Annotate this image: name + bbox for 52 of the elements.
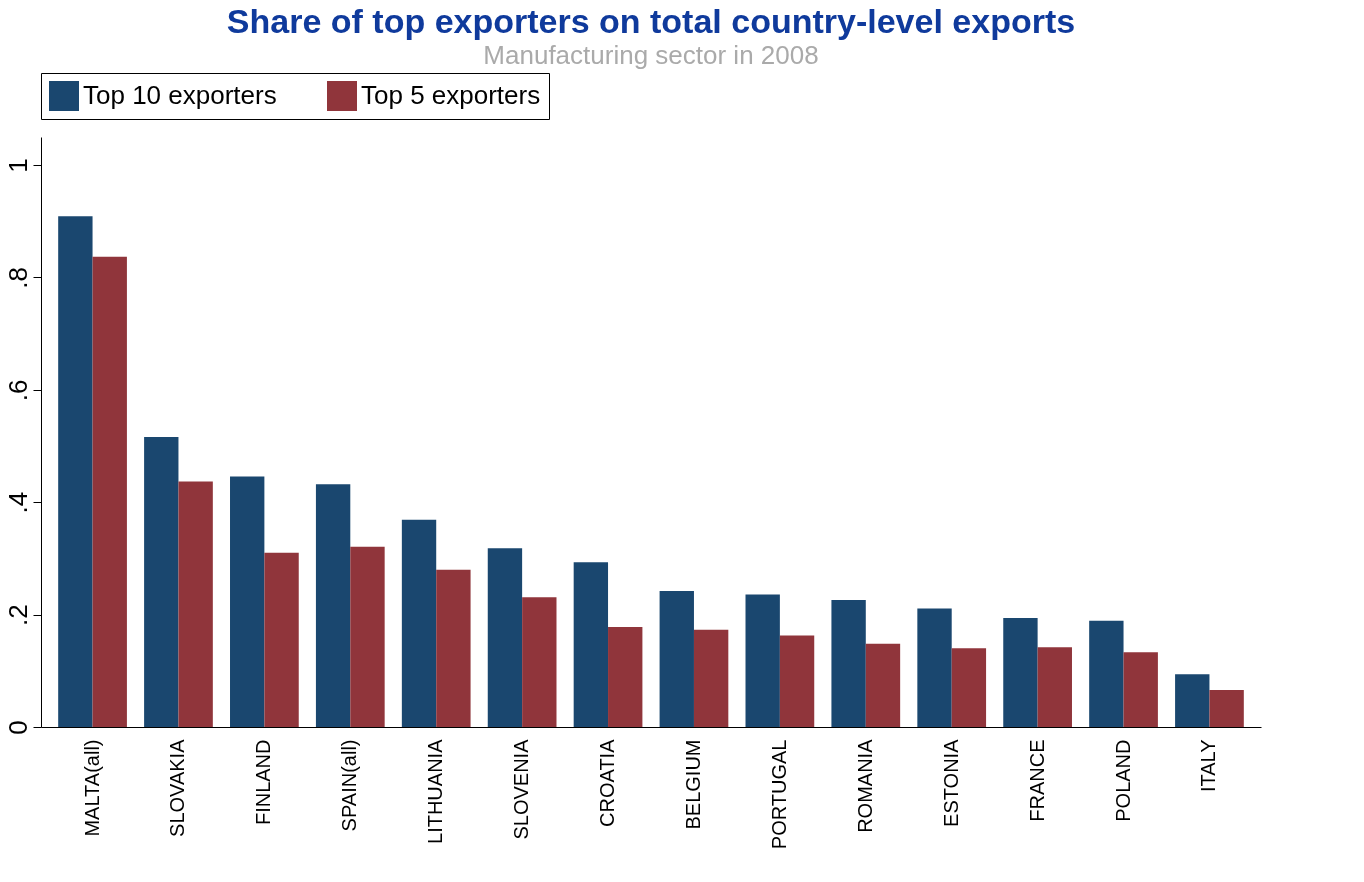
bar	[659, 591, 694, 727]
bar	[436, 569, 471, 727]
bar	[608, 626, 643, 727]
bar	[1209, 689, 1244, 727]
y-tick-label: .6	[2, 379, 33, 402]
bar	[917, 608, 952, 727]
bar	[779, 635, 815, 727]
bar	[573, 562, 609, 727]
bar	[522, 597, 557, 727]
x-tick-label: MALTA(all)	[80, 739, 103, 837]
chart-subtitle: Manufacturing sector in 2008	[483, 39, 819, 70]
bar	[144, 437, 179, 727]
bar	[831, 600, 866, 727]
bar	[315, 484, 351, 727]
bar	[92, 256, 127, 727]
x-tick-label: SLOVAKIA	[166, 738, 189, 837]
bar	[58, 216, 93, 727]
y-tick-label: .4	[2, 491, 33, 514]
bar	[264, 552, 299, 727]
y-tick-label: 1	[2, 158, 33, 173]
bar	[401, 519, 437, 727]
bar	[1123, 652, 1158, 727]
y-tick-label: 0	[2, 720, 33, 735]
y-tick-label: .8	[2, 267, 33, 289]
x-tick-label: LITHUANIA	[424, 738, 447, 844]
y-tick-label: .2	[2, 604, 33, 626]
bar	[865, 643, 901, 727]
x-tick-label: SPAIN(all)	[338, 739, 361, 832]
x-tick-label: FRANCE	[1025, 739, 1048, 822]
bar	[1089, 620, 1124, 727]
bar	[1003, 617, 1038, 727]
x-tick-label: ROMANIA	[853, 738, 876, 833]
bar	[230, 476, 265, 727]
x-tick-label: FINLAND	[252, 739, 275, 826]
bar	[350, 546, 385, 727]
x-tick-label: SLOVENIA	[510, 738, 533, 840]
bar	[487, 548, 523, 727]
x-tick-label: PORTUGAL	[767, 739, 790, 850]
bar	[178, 481, 213, 727]
chart-title: Share of top exporters on total country-level exports	[226, 1, 1076, 40]
x-tick-label: BELGIUM	[681, 739, 704, 830]
bar	[1175, 674, 1210, 727]
x-tick-label: POLAND	[1111, 739, 1134, 822]
x-tick-label: ESTONIA	[939, 738, 962, 827]
bar	[745, 594, 780, 727]
legend-label: Top 5 exporters	[361, 80, 541, 110]
x-tick-label: CROATIA	[596, 738, 619, 827]
bar	[1037, 647, 1072, 727]
legend-label: Top 10 exporters	[83, 80, 277, 110]
bar	[951, 648, 987, 727]
x-tick-label: ITALY	[1197, 739, 1220, 793]
bar	[693, 629, 729, 727]
